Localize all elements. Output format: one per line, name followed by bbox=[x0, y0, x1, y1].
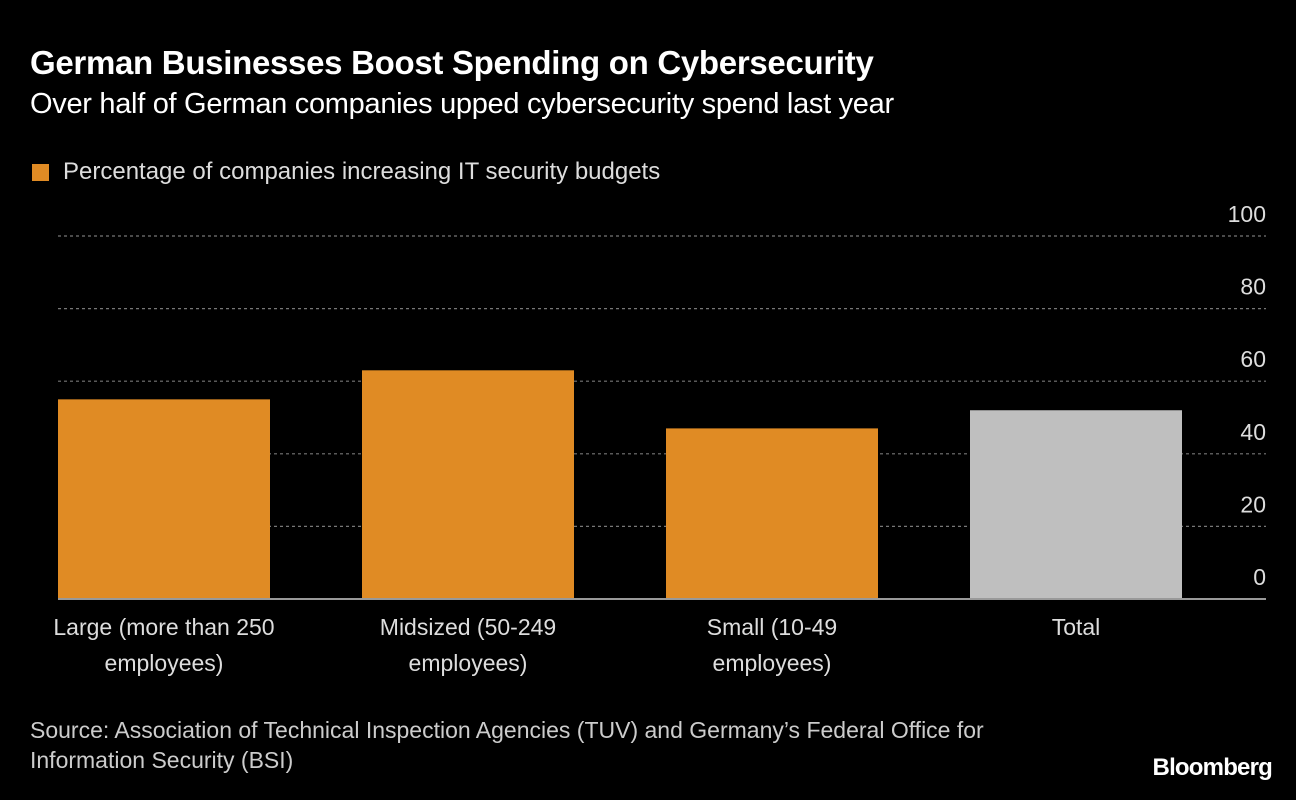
y-tick-label: 0 bbox=[1253, 564, 1266, 590]
legend: Percentage of companies increasing IT se… bbox=[32, 158, 660, 186]
bar bbox=[970, 410, 1182, 599]
bloomberg-logo: Bloomberg bbox=[1152, 754, 1273, 781]
source-note: Source: Association of Technical Inspect… bbox=[30, 717, 984, 773]
legend-swatch bbox=[32, 163, 49, 181]
legend-label: Percentage of companies increasing IT se… bbox=[63, 158, 661, 185]
x-tick-label: Large (more than 250 bbox=[53, 614, 274, 640]
x-tick-label: Total bbox=[1052, 614, 1101, 640]
y-tick-label: 60 bbox=[1240, 346, 1266, 372]
bar bbox=[58, 399, 270, 599]
x-tick-label: employees) bbox=[409, 650, 528, 676]
bar bbox=[666, 428, 878, 599]
x-tick-label: employees) bbox=[713, 650, 832, 676]
x-tick-label: Small (10-49 bbox=[707, 614, 837, 640]
y-tick-label: 40 bbox=[1240, 419, 1266, 445]
x-tick-label: Midsized (50-249 bbox=[380, 614, 556, 640]
chart-subtitle: Over half of German companies upped cybe… bbox=[30, 88, 894, 120]
y-tick-label: 20 bbox=[1240, 491, 1266, 517]
y-tick-label: 80 bbox=[1240, 274, 1266, 300]
chart-title: German Businesses Boost Spending on Cybe… bbox=[30, 44, 874, 81]
bar bbox=[362, 370, 574, 599]
y-tick-label: 100 bbox=[1228, 201, 1266, 227]
x-tick-label: employees) bbox=[105, 650, 224, 676]
